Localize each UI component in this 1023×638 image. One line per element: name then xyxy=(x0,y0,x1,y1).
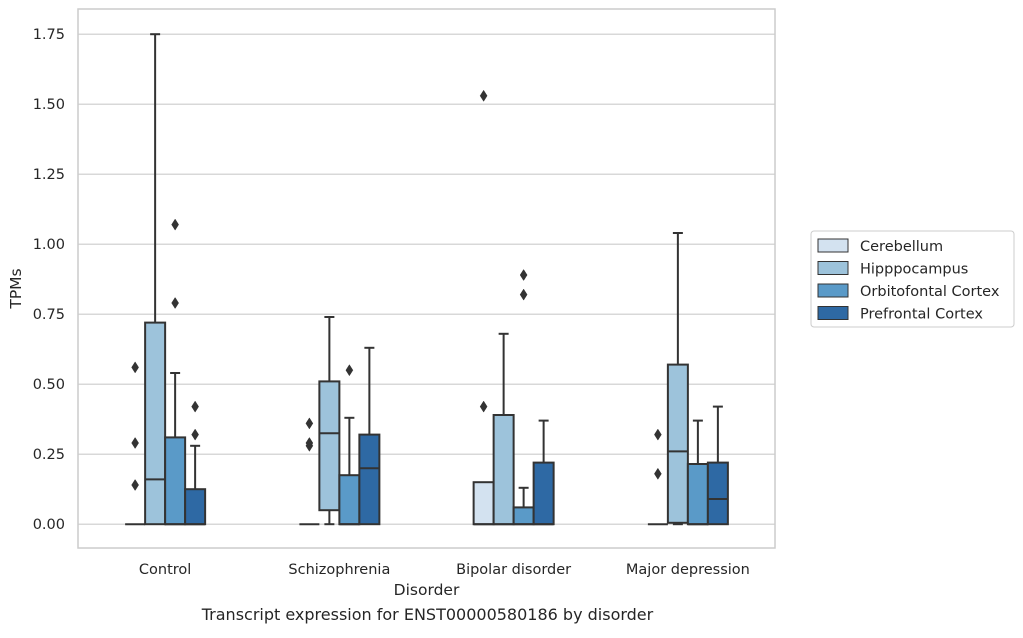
outlier-point xyxy=(345,364,354,377)
box xyxy=(144,321,167,526)
y-tick-label: 1.00 xyxy=(33,237,65,253)
outlier-point xyxy=(654,467,662,480)
outlier-point xyxy=(171,297,179,309)
y-axis-label: TPMs xyxy=(7,268,25,309)
outlier-point xyxy=(191,428,199,441)
y-tick-label: 1.50 xyxy=(33,97,65,113)
box xyxy=(472,481,495,526)
outlier-point xyxy=(305,437,314,449)
legend-label: Prefrontal Cortex xyxy=(860,307,983,323)
box xyxy=(184,488,207,526)
x-tick-label: Control xyxy=(139,562,191,578)
y-tick-label: 0.00 xyxy=(33,517,65,533)
legend-swatch xyxy=(817,261,849,275)
outlier-point xyxy=(131,437,139,449)
outlier-point xyxy=(131,479,139,491)
box xyxy=(338,474,361,526)
y-tick-label: 1.75 xyxy=(33,27,65,43)
outlier-point xyxy=(131,361,139,374)
box xyxy=(512,506,535,526)
box xyxy=(666,363,689,524)
outlier-point xyxy=(171,218,179,231)
legend-swatch xyxy=(817,283,849,298)
box xyxy=(706,461,729,526)
outlier-point xyxy=(191,400,199,413)
legend-swatch xyxy=(817,306,849,320)
legend-label: Hipppocampus xyxy=(860,262,968,278)
legend-label: Cerebellum xyxy=(860,239,943,255)
x-tick-label: Bipolar disorder xyxy=(456,562,571,578)
outlier-point xyxy=(305,417,314,430)
outlier-point xyxy=(479,400,488,413)
box xyxy=(164,436,187,526)
outlier-point xyxy=(479,89,488,102)
x-tick-label: Major depression xyxy=(626,562,750,578)
plot-frame xyxy=(77,8,776,549)
box xyxy=(358,433,381,526)
legend-swatch xyxy=(817,238,849,253)
outlier-point xyxy=(654,428,662,441)
box xyxy=(532,461,555,526)
y-tick-label: 1.25 xyxy=(33,167,65,183)
box xyxy=(686,463,709,526)
legend-label: Orbitofontal Cortex xyxy=(860,284,1000,300)
x-tick-label: Schizophrenia xyxy=(288,562,390,578)
y-tick-label: 0.75 xyxy=(33,307,65,323)
y-tick-label: 0.50 xyxy=(33,377,65,393)
outlier-point xyxy=(519,269,528,281)
figure-caption: Transcript expression for ENST0000058018… xyxy=(201,605,654,624)
outlier-point xyxy=(519,288,528,301)
legend-frame xyxy=(810,230,1015,328)
y-tick-label: 0.25 xyxy=(33,447,65,463)
box xyxy=(492,414,515,526)
x-axis-label: Disorder xyxy=(394,581,460,599)
box xyxy=(318,380,341,512)
